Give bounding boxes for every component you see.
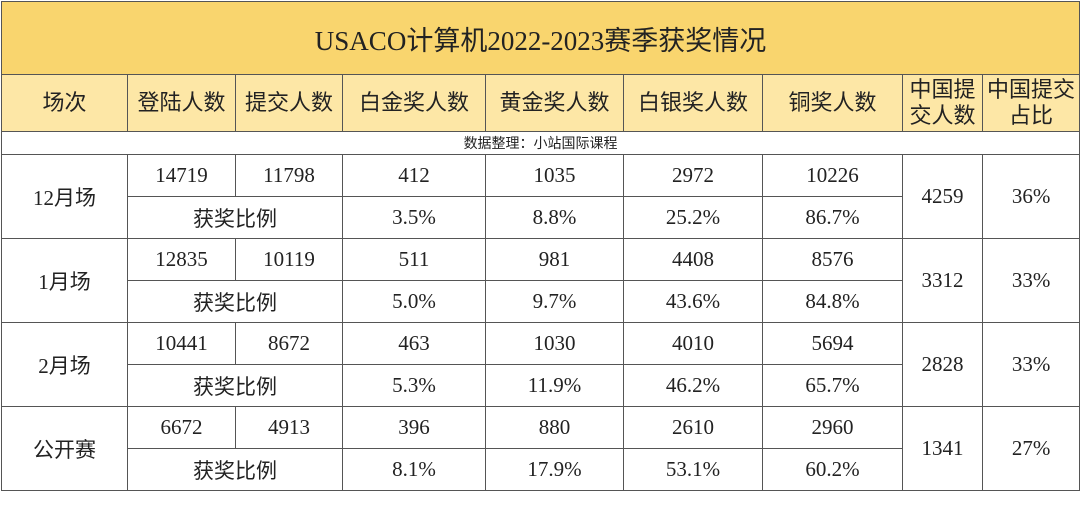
header-cell: 白银奖人数	[623, 74, 763, 132]
china-share-cell: 36%	[981, 154, 1080, 239]
table-title: USACO计算机2022-2023赛季获奖情况	[0, 1, 1080, 75]
submissions-cell: 4913	[235, 406, 343, 449]
count-cell: 511	[342, 238, 486, 281]
ratio-cell: 86.7%	[762, 196, 903, 239]
note-cell: 数据整理：小站国际课程	[0, 131, 1080, 155]
count-cell: 1035	[485, 154, 624, 197]
header-cell: 提交人数	[235, 74, 343, 132]
china-share-cell: 27%	[981, 406, 1080, 491]
session-cell: 12月场	[1, 154, 128, 239]
count-cell: 10226	[762, 154, 903, 197]
count-row: 1月场 12835 10119 511 981 4408 8576 3312 33%	[1, 238, 1080, 323]
ratio-cell: 25.2%	[623, 196, 763, 239]
header-cell: 铜奖人数	[762, 74, 903, 132]
session-cell: 公开赛	[1, 406, 128, 491]
header-cell: 白金奖人数	[342, 74, 486, 132]
submissions-cell: 8672	[235, 322, 343, 365]
count-cell: 4010	[623, 322, 763, 365]
ratio-label-cell: 获奖比例	[127, 196, 343, 239]
china-submissions-cell: 4259	[902, 154, 983, 239]
header-row: 场次 登陆人数 提交人数 白金奖人数 黄金奖人数 白银奖人数 铜奖人数 中国提交人数 中国提交占…	[1, 74, 1080, 132]
ratio-label-cell: 获奖比例	[127, 280, 343, 323]
submissions-cell: 11798	[235, 154, 343, 197]
ratio-cell: 46.2%	[623, 364, 763, 407]
ratio-cell: 60.2%	[762, 448, 903, 491]
ratio-cell: 43.6%	[623, 280, 763, 323]
count-cell: 2960	[762, 406, 903, 449]
count-row: 2月场 10441 8672 463 1030 4010 5694 2828 33%	[1, 322, 1080, 407]
header-cell: 场次	[1, 74, 128, 132]
ratio-cell: 5.3%	[342, 364, 486, 407]
count-cell: 396	[342, 406, 486, 449]
china-submissions-cell: 1341	[902, 406, 983, 491]
header-cell: 中国提交占比	[981, 74, 1080, 132]
title-row: USACO计算机2022-2023赛季获奖情况	[0, 1, 1080, 75]
count-cell: 1030	[485, 322, 624, 365]
china-share-cell: 33%	[981, 238, 1080, 323]
count-cell: 4408	[623, 238, 763, 281]
ratio-row: 获奖比例 5.3% 11.9% 46.2% 65.7%	[2, 364, 1080, 407]
logins-cell: 6672	[127, 406, 236, 449]
session-cell: 2月场	[1, 322, 128, 407]
header-cell: 黄金奖人数	[485, 74, 624, 132]
logins-cell: 12835	[127, 238, 236, 281]
header-cell: 中国提交人数	[902, 74, 983, 132]
table-body: USACO计算机2022-2023赛季获奖情况 场次 登陆人数 提交人数 白金奖人数黄…	[0, 1, 1080, 491]
ratio-row: 获奖比例 8.1% 17.9% 53.1% 60.2%	[2, 448, 1080, 491]
ratio-cell: 9.7%	[485, 280, 624, 323]
china-submissions-cell: 3312	[902, 238, 983, 323]
note-row: 数据整理：小站国际课程	[0, 131, 1080, 155]
count-cell: 463	[342, 322, 486, 365]
count-cell: 2972	[623, 154, 763, 197]
ratio-cell: 3.5%	[342, 196, 486, 239]
count-cell: 2610	[623, 406, 763, 449]
count-cell: 412	[342, 154, 486, 197]
count-row: 12月场 14719 11798 412 1035 2972 10226 4259 36%	[1, 154, 1080, 239]
submissions-cell: 10119	[235, 238, 343, 281]
ratio-cell: 8.1%	[342, 448, 486, 491]
china-submissions-cell: 2828	[902, 322, 983, 407]
count-cell: 981	[485, 238, 624, 281]
ratio-cell: 53.1%	[623, 448, 763, 491]
count-cell: 5694	[762, 322, 903, 365]
count-row: 公开赛 6672 4913 396 880 2610 2960 1341 27%	[1, 406, 1080, 491]
ratio-cell: 8.8%	[485, 196, 624, 239]
china-share-cell: 33%	[981, 322, 1080, 407]
header-cell: 登陆人数	[127, 74, 236, 132]
count-cell: 8576	[762, 238, 903, 281]
ratio-cell: 65.7%	[762, 364, 903, 407]
award-table: USACO计算机2022-2023赛季获奖情况 场次 登陆人数 提交人数 白金奖人数黄…	[0, 1, 1080, 491]
ratio-label-cell: 获奖比例	[127, 364, 343, 407]
count-cell: 880	[485, 406, 624, 449]
ratio-cell: 84.8%	[762, 280, 903, 323]
ratio-row: 获奖比例 5.0% 9.7% 43.6% 84.8%	[2, 280, 1080, 323]
ratio-cell: 11.9%	[485, 364, 624, 407]
session-cell: 1月场	[1, 238, 128, 323]
ratio-cell: 5.0%	[342, 280, 486, 323]
ratio-cell: 17.9%	[485, 448, 624, 491]
ratio-label-cell: 获奖比例	[127, 448, 343, 491]
logins-cell: 10441	[127, 322, 236, 365]
logins-cell: 14719	[127, 154, 236, 197]
